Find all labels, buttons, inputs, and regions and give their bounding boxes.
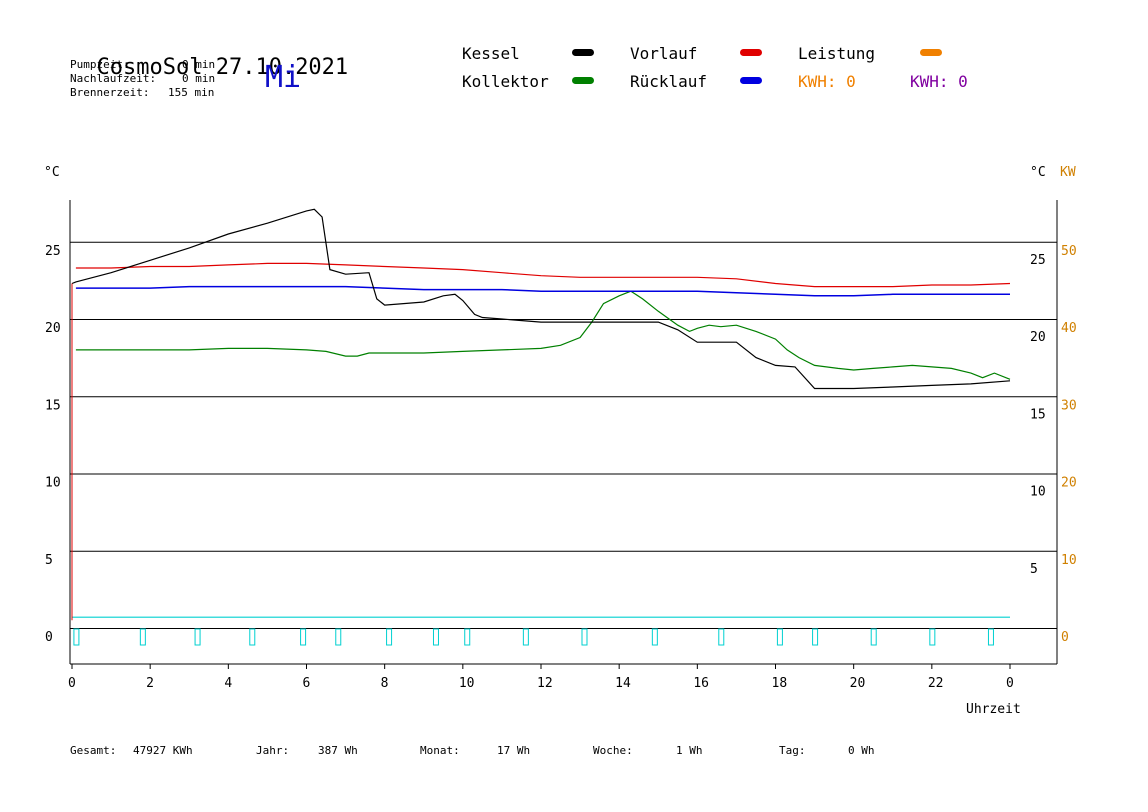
legend-label-kollektor: Kollektor bbox=[462, 72, 549, 91]
x-tick-label: 12 bbox=[537, 676, 553, 691]
x-tick-label: 4 bbox=[224, 676, 232, 691]
leistung-pulse bbox=[776, 628, 783, 646]
series-line-kessel bbox=[71, 208, 1011, 390]
y-left-tick-label: 15 bbox=[45, 398, 61, 413]
leistung-pulse bbox=[139, 628, 146, 646]
leistung-pulse bbox=[929, 628, 936, 646]
y-left-tick-label: 25 bbox=[45, 244, 61, 259]
y-left-tick-label: 5 bbox=[45, 553, 53, 568]
leistung-pulse bbox=[194, 628, 201, 646]
right-axis-unit-c: °C bbox=[1030, 165, 1046, 180]
legend-swatch-kessel bbox=[572, 49, 594, 56]
y-left-tick-label: 20 bbox=[45, 321, 61, 336]
x-tick-label: 16 bbox=[693, 676, 709, 691]
leistung-pulse bbox=[581, 628, 588, 646]
kwh-orange-label: KWH: 0 bbox=[798, 72, 856, 91]
y-right-c-tick-label: 25 bbox=[1030, 253, 1046, 268]
leistung-pulse bbox=[249, 628, 256, 646]
stat-value-nachlauf: 0 min bbox=[182, 72, 216, 85]
stat-label: Pumpzeit: bbox=[70, 58, 130, 71]
y-left-tick-label: 10 bbox=[45, 476, 61, 491]
legend-label-kessel: Kessel bbox=[462, 44, 520, 63]
y-right-kw-tick-label: 20 bbox=[1061, 476, 1077, 491]
legend-label-leistung: Leistung bbox=[798, 44, 876, 63]
page-title: CosmoSol 27.10.2021 bbox=[70, 30, 349, 80]
stat-label: Nachlaufzeit: bbox=[70, 72, 157, 85]
legend-label-vorlauf: Vorlauf bbox=[630, 44, 698, 63]
y-right-c-tick-label: 20 bbox=[1030, 330, 1046, 345]
x-tick-label: 8 bbox=[381, 676, 389, 691]
footer-monat-value: 17 Wh bbox=[497, 744, 531, 757]
y-right-kw-tick-label: 30 bbox=[1061, 398, 1077, 413]
x-axis-label: Uhrzeit bbox=[966, 702, 1021, 717]
footer-monat-label: Monat: bbox=[420, 744, 460, 757]
leistung-pulse bbox=[73, 628, 80, 646]
y-right-c-tick-label: 5 bbox=[1030, 562, 1038, 577]
y-right-kw-tick-label: 40 bbox=[1061, 321, 1077, 336]
leistung-pulse bbox=[464, 628, 471, 646]
footer-gesamt-value: 47927 KWh bbox=[133, 744, 193, 757]
x-tick-label: 0 bbox=[1006, 676, 1014, 691]
stat-row-brenner: Brennerzeit: bbox=[70, 86, 149, 99]
series-line-vorlauf bbox=[75, 262, 1011, 288]
leistung-pulse bbox=[812, 628, 819, 646]
legend-swatch-kollektor bbox=[572, 77, 594, 84]
leistung-pulse bbox=[300, 628, 307, 646]
app-title: CosmoSol bbox=[96, 55, 203, 80]
series-line-ruecklauf bbox=[75, 285, 1010, 297]
stat-label: Brennerzeit: bbox=[70, 86, 150, 99]
right-axis-unit-kw: KW bbox=[1060, 165, 1076, 180]
stat-value-brenner: 155 min bbox=[168, 86, 215, 99]
footer-tag-label: Tag: bbox=[779, 744, 806, 757]
y-left-tick-label: 0 bbox=[45, 630, 53, 645]
leistung-pulse bbox=[987, 628, 994, 646]
x-tick-label: 10 bbox=[459, 676, 475, 691]
legend-swatch-ruecklauf bbox=[740, 77, 762, 84]
stat-row-pump: Pumpzeit: bbox=[70, 58, 130, 71]
x-tick-label: 6 bbox=[303, 676, 311, 691]
x-tick-label: 14 bbox=[615, 676, 631, 691]
footer-woche-label: Woche: bbox=[593, 744, 633, 757]
x-tick-label: 20 bbox=[850, 676, 866, 691]
leistung-pulse bbox=[651, 628, 658, 646]
y-right-kw-tick-label: 50 bbox=[1061, 244, 1077, 259]
left-axis-unit: °C bbox=[44, 165, 60, 180]
x-tick-label: 2 bbox=[146, 676, 154, 691]
series-line-kollektor bbox=[75, 290, 1011, 380]
legend-swatch-leistung bbox=[920, 49, 942, 56]
legend-label-ruecklauf: Rücklauf bbox=[630, 72, 708, 91]
footer-jahr-label: Jahr: bbox=[256, 744, 290, 757]
y-right-kw-tick-label: 0 bbox=[1061, 630, 1069, 645]
x-tick-label: 22 bbox=[928, 676, 944, 691]
leistung-pulse bbox=[718, 628, 725, 646]
leistung-pulse bbox=[432, 628, 439, 646]
leistung-pulse bbox=[335, 628, 342, 646]
footer-woche-value: 1 Wh bbox=[676, 744, 703, 757]
footer-gesamt-label: Gesamt: bbox=[70, 744, 117, 757]
stat-row-nachlauf: Nachlaufzeit: bbox=[70, 72, 156, 85]
y-right-c-tick-label: 15 bbox=[1030, 407, 1046, 422]
stat-value-pump: 0 min bbox=[182, 58, 216, 71]
y-right-c-tick-label: 10 bbox=[1030, 485, 1046, 500]
x-tick-label: 18 bbox=[772, 676, 788, 691]
y-right-kw-tick-label: 10 bbox=[1061, 553, 1077, 568]
footer-tag-value: 0 Wh bbox=[848, 744, 875, 757]
weekday-label: Mi bbox=[265, 60, 302, 95]
leistung-pulse bbox=[870, 628, 877, 646]
x-tick-label: 0 bbox=[68, 676, 76, 691]
footer-jahr-value: 387 Wh bbox=[318, 744, 358, 757]
leistung-pulse bbox=[386, 628, 393, 646]
leistung-pulse bbox=[522, 628, 529, 646]
date-label: 27.10.2021 bbox=[215, 55, 349, 80]
legend-swatch-vorlauf bbox=[740, 49, 762, 56]
kwh-purple-label: KWH: 0 bbox=[910, 72, 968, 91]
